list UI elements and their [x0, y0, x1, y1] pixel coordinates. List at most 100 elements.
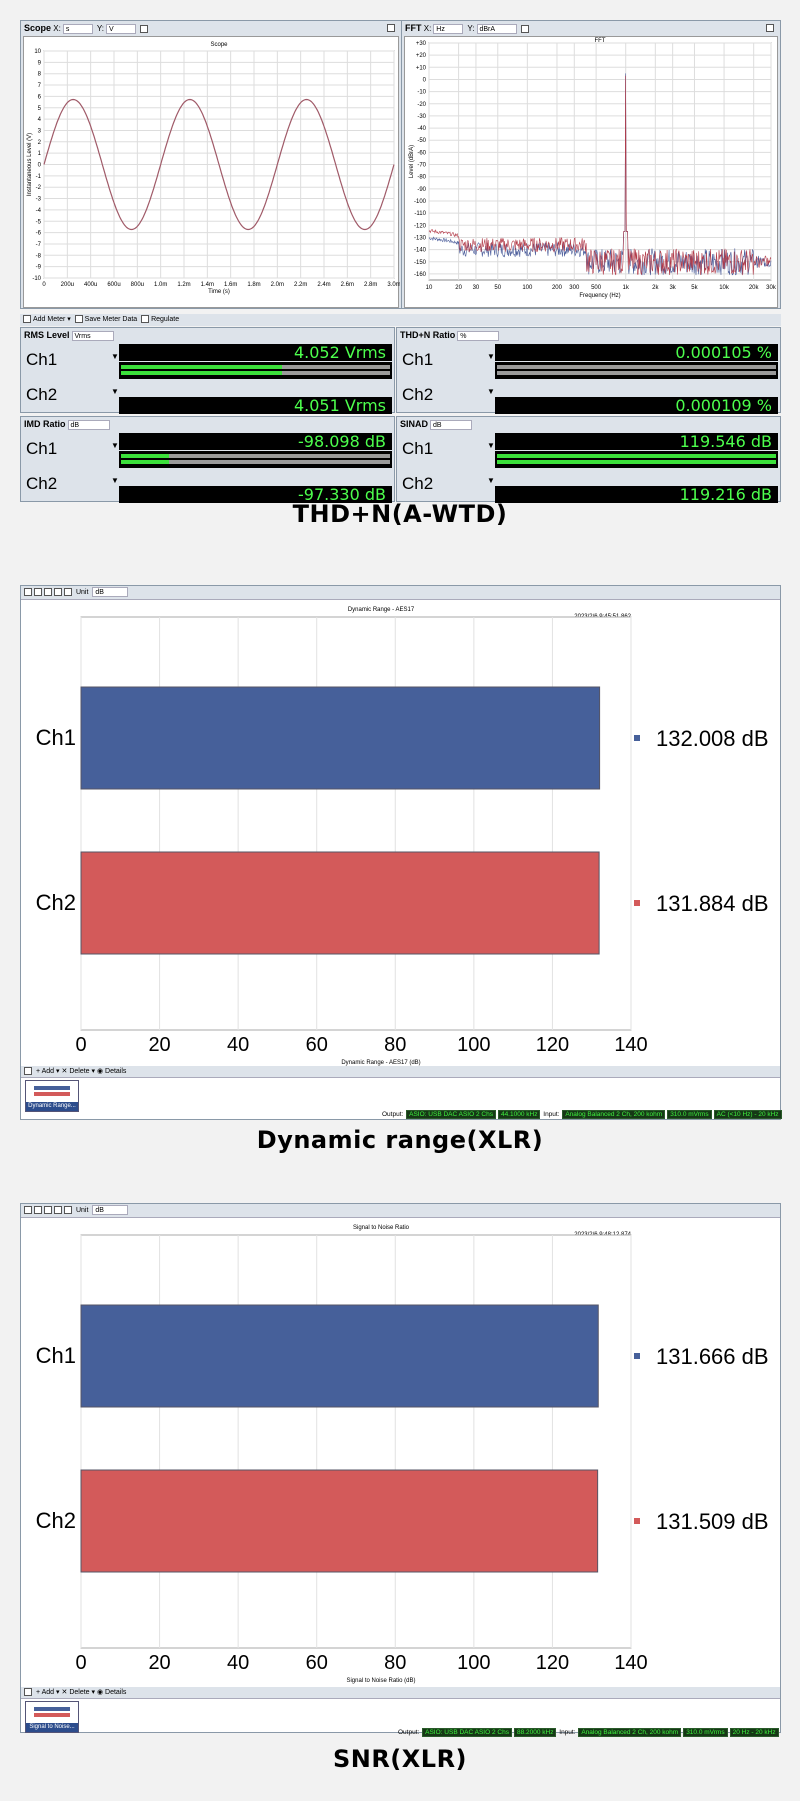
- snr-output-rate[interactable]: 88.2000 kHz: [513, 1728, 557, 1737]
- fft-y-unit-select[interactable]: dBrA: [476, 23, 517, 34]
- scope-panel-label: Scope: [24, 23, 52, 33]
- dr-input-range[interactable]: 310.0 mVrms: [667, 1110, 712, 1119]
- snr-legend-marker: [634, 1353, 640, 1359]
- fft-x-tick: 20k: [749, 285, 760, 291]
- channel-dropdown-icon[interactable]: ▼: [111, 387, 119, 396]
- collapse-icon[interactable]: [24, 1688, 32, 1697]
- table-icon[interactable]: [44, 1206, 52, 1215]
- channel-dropdown-icon[interactable]: ▼: [487, 441, 495, 450]
- fft-x-tick: 50: [494, 285, 501, 291]
- meter-bar-fill: [121, 454, 170, 458]
- scope-x-tick: 3.0m: [387, 282, 400, 288]
- dr-input-filter[interactable]: AC (<10 Hz) - 20 kHz: [713, 1110, 782, 1119]
- copy-icon[interactable]: [64, 588, 72, 597]
- snr-thumbnail-label: Signal to Noise...: [26, 1723, 78, 1732]
- meter-channel-label: Ch2: [26, 385, 58, 404]
- thumb-bar-blue: [34, 1707, 70, 1711]
- dr-output-rate[interactable]: 44.1000 kHz: [497, 1110, 541, 1119]
- scope-panel: Scope X: s Y: V Scope 10 9 8 7 6 5 4 3 2 1 0 -1 -2 -3 -4-…: [20, 20, 402, 309]
- scope-y-tick: 10: [34, 49, 41, 55]
- settings-icon[interactable]: [140, 24, 149, 33]
- dr-delete-button[interactable]: ✕ Delete ▾: [61, 1068, 96, 1075]
- scope-y-tick: -9: [36, 265, 42, 271]
- fft-y-tick: -130: [414, 235, 427, 241]
- thumb-bar-red: [34, 1713, 70, 1717]
- snr-x-tick: 140: [614, 1652, 647, 1674]
- snr-input-range[interactable]: 310.0 mVrms: [683, 1728, 728, 1737]
- meter-name: RMS Level: [24, 330, 70, 340]
- meter-bar-fill: [121, 371, 283, 375]
- channel-dropdown-icon[interactable]: ▼: [111, 441, 119, 450]
- collapse-icon[interactable]: [24, 1067, 32, 1076]
- dr-x-tick: 0: [75, 1034, 86, 1056]
- scope-y-unit-select[interactable]: V: [106, 23, 137, 34]
- channel-dropdown-icon[interactable]: ▼: [111, 476, 119, 485]
- settings-icon[interactable]: [520, 24, 529, 33]
- meter-channel-label: Ch2: [402, 385, 434, 404]
- snr-input-filter[interactable]: 20 Hz - 20 kHz: [729, 1728, 779, 1737]
- fft-y-tick: -150: [414, 260, 427, 266]
- snr-input-device[interactable]: Analog Balanced 2 Ch, 200 kohm: [578, 1728, 682, 1737]
- meter-bar-fill: [497, 454, 776, 458]
- dr-status-bar: Output: ASIO: USB DAC ASIO 2 Chs 44.1000 …: [382, 1110, 783, 1119]
- graph-icon[interactable]: [24, 588, 32, 597]
- fft-plot-area: [428, 42, 772, 281]
- dr-output-device[interactable]: ASIO: USB DAC ASIO 2 Chs: [406, 1110, 496, 1119]
- fft-x-tick: 1k: [623, 285, 630, 291]
- save-meter-data-button[interactable]: Save Meter Data: [74, 315, 137, 324]
- meter-thd-n-ratio: THD+N Ratio% Ch1 ▼ 0.000105 % Ch2 ▼ 0.000109 %: [396, 327, 781, 414]
- dr-add-button[interactable]: + Add ▾: [35, 1068, 60, 1075]
- add-meter-button[interactable]: Add Meter ▾: [23, 315, 71, 324]
- snr-x-tick: 40: [227, 1652, 249, 1674]
- dr-unit-select[interactable]: dB: [92, 587, 129, 598]
- zoom-icon[interactable]: [34, 1206, 42, 1215]
- dr-input-device[interactable]: Analog Balanced 2 Ch, 200 kohm: [562, 1110, 666, 1119]
- meter-unit-select[interactable]: %: [457, 330, 500, 341]
- graph-icon[interactable]: [24, 1206, 32, 1215]
- scope-x-unit-select[interactable]: s: [62, 23, 93, 34]
- table-icon[interactable]: [44, 588, 52, 597]
- meter-unit-select[interactable]: Vrms: [71, 330, 114, 341]
- snr-add-button[interactable]: + Add ▾: [35, 1689, 60, 1696]
- scope-y-tick: -8: [36, 253, 42, 259]
- zoom-icon[interactable]: [34, 588, 42, 597]
- meter-bar-track: [121, 454, 390, 458]
- scope-y-tick: -5: [36, 219, 42, 225]
- snr-output-device[interactable]: ASIO: USB DAC ASIO 2 Chs: [422, 1728, 512, 1737]
- fft-y-tick: -10: [417, 90, 426, 96]
- snr-chart: Signal to Noise Ratio2023/2/6 9:48:12.87…: [36, 1225, 769, 1684]
- meter-unit-select[interactable]: dB: [430, 419, 473, 430]
- snr-window: Unit dB Signal to Noise Ratio2023/2/6 9:…: [20, 1203, 781, 1733]
- fft-x-tick: 5k: [691, 285, 698, 291]
- popout-icon[interactable]: [766, 24, 774, 32]
- dynamic-range-chart: Dynamic Range - AES172023/2/6 9:45:51.86…: [36, 607, 769, 1066]
- layout-icon[interactable]: [54, 1206, 62, 1215]
- snr-thumbnail[interactable]: Signal to Noise...: [25, 1701, 79, 1733]
- meter-bar-track: [497, 371, 776, 375]
- channel-dropdown-icon[interactable]: ▼: [111, 352, 119, 361]
- channel-dropdown-icon[interactable]: ▼: [487, 352, 495, 361]
- regulate-label: Regulate: [151, 316, 180, 323]
- fft-y-tick: -100: [414, 199, 427, 205]
- meter-channel-label: Ch1: [26, 350, 58, 369]
- dr-xlabel: Dynamic Range - AES17 (dB): [341, 1060, 420, 1066]
- scope-x-tick: 0: [42, 282, 46, 288]
- snr-delete-button[interactable]: ✕ Delete ▾: [61, 1689, 96, 1696]
- channel-dropdown-icon[interactable]: ▼: [487, 476, 495, 485]
- fft-panel-header: FFT X: Hz Y: dBrA: [402, 21, 780, 35]
- snr-details-button[interactable]: ◉ Details: [96, 1689, 127, 1696]
- channel-dropdown-icon[interactable]: ▼: [487, 387, 495, 396]
- meter-bar-track: [121, 365, 390, 369]
- meter-unit-select[interactable]: dB: [67, 419, 110, 430]
- snr-unit-select[interactable]: dB: [92, 1205, 129, 1216]
- dr-thumbnail[interactable]: Dynamic Range...: [25, 1080, 79, 1112]
- dr-details-button[interactable]: ◉ Details: [96, 1068, 127, 1075]
- snr-delete-label: Delete: [69, 1689, 90, 1696]
- snr-value-label: 131.666 dB: [656, 1344, 769, 1369]
- layout-icon[interactable]: [54, 588, 62, 597]
- regulate-button[interactable]: Regulate: [141, 315, 180, 324]
- popout-icon[interactable]: [387, 24, 395, 32]
- dr-delete-label: Delete: [69, 1068, 90, 1075]
- fft-x-unit-select[interactable]: Hz: [433, 23, 464, 34]
- copy-icon[interactable]: [64, 1206, 72, 1215]
